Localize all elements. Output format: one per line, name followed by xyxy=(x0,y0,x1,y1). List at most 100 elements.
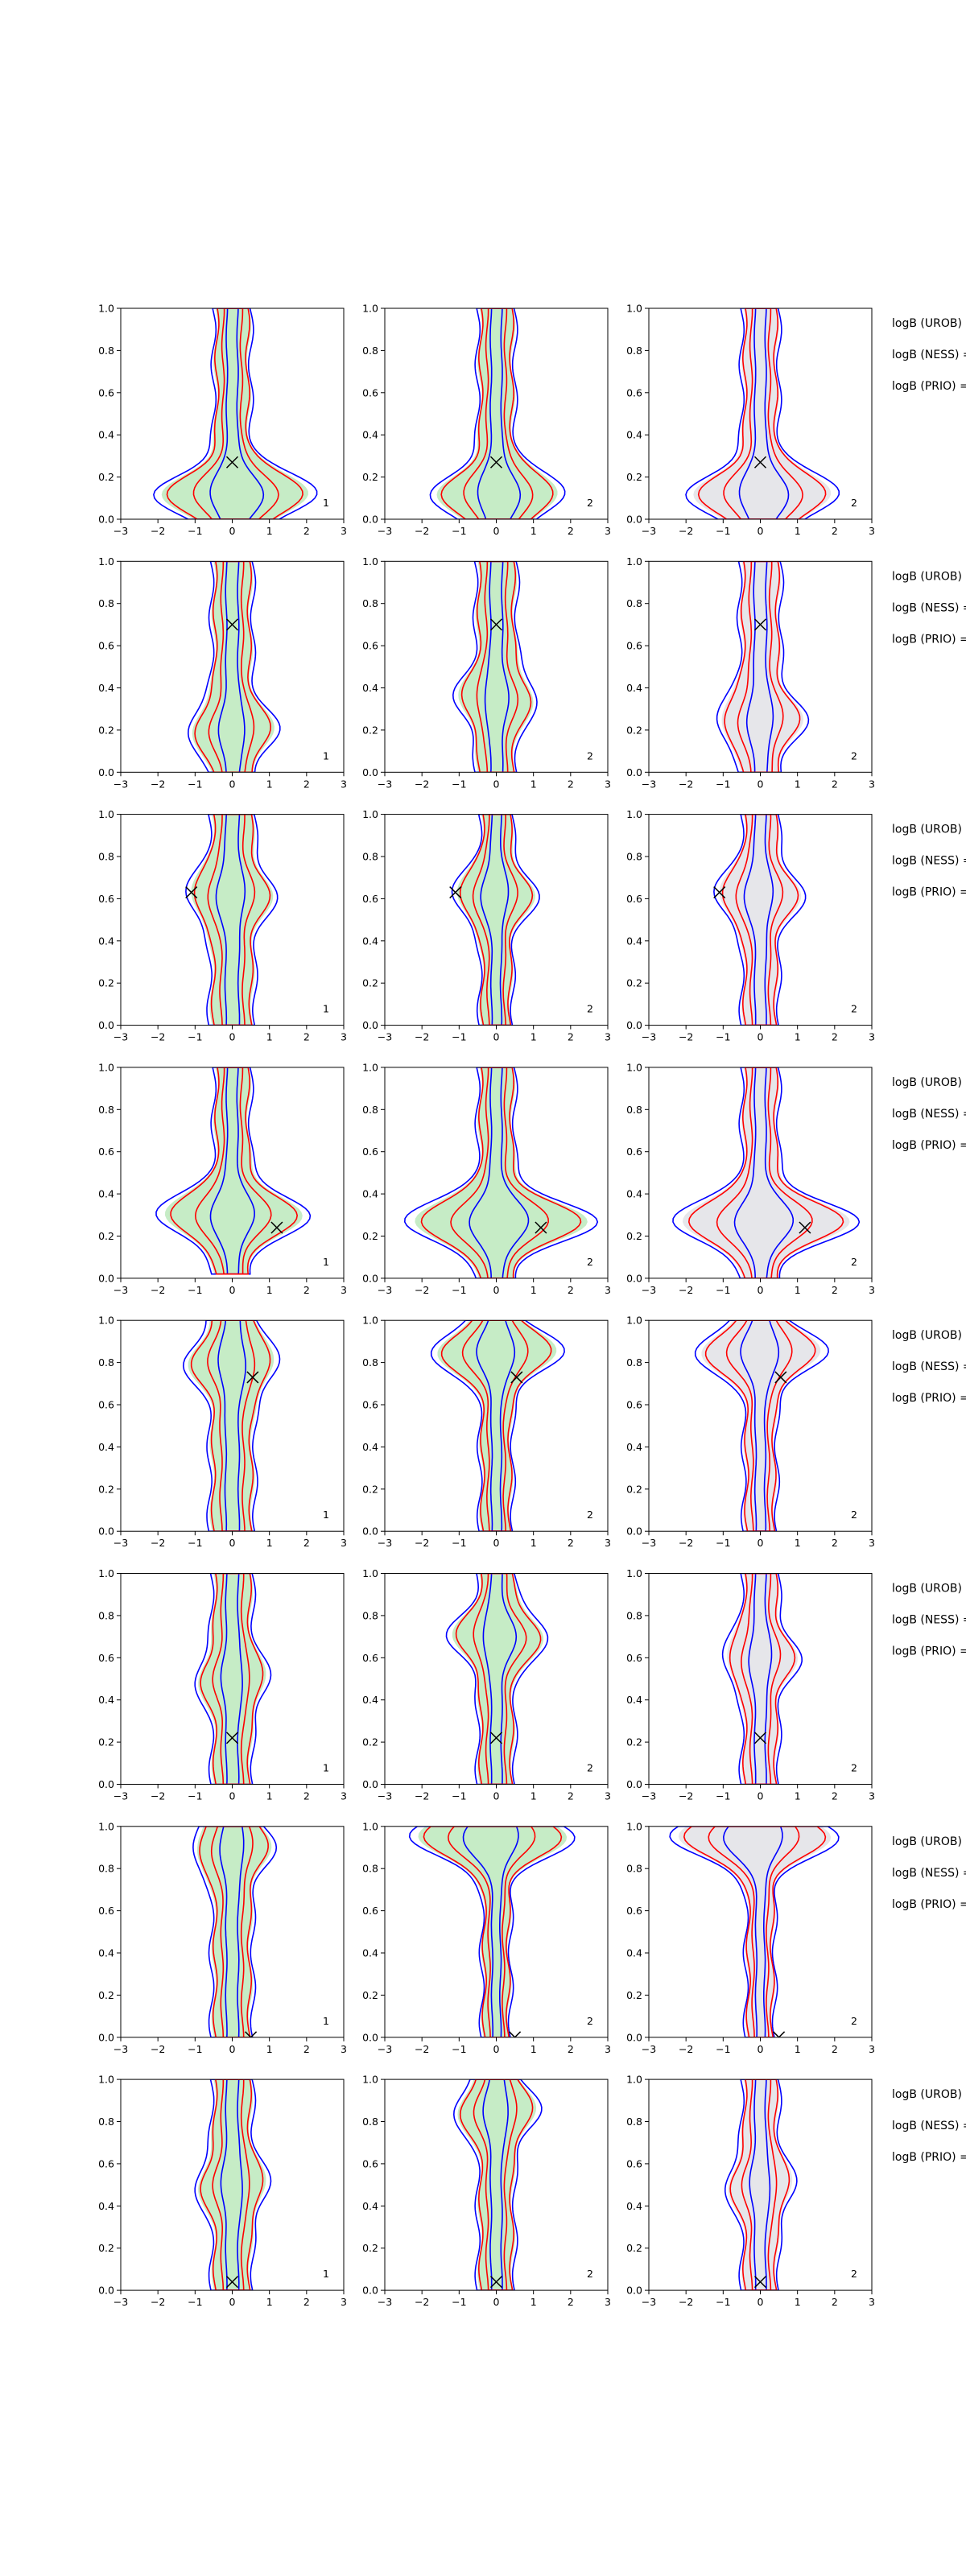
red-contour-inner xyxy=(708,1826,800,2037)
x-tick-label: −2 xyxy=(151,778,165,790)
red-contour-outer xyxy=(166,308,303,519)
plot-area xyxy=(430,1320,565,1532)
y-tick-label: 0.2 xyxy=(362,1989,378,2001)
y-tick-label: 0.4 xyxy=(626,2200,642,2212)
x-tick-label: 0 xyxy=(758,1537,764,1549)
red-contour-outer xyxy=(697,308,827,519)
logB-label: logB (PRIO) = xyxy=(892,1645,966,1658)
y-tick-label: 0.8 xyxy=(362,2116,378,2128)
plot-area xyxy=(672,1067,861,1278)
y-tick-label: 0.4 xyxy=(98,1441,114,1453)
red-contour-inner xyxy=(450,1067,550,1278)
panel-r6-c2: −3 −2 −1 0 1 2 3 0.0 0.2 0.4 0.6 0.8 1.0 2 xyxy=(362,1567,611,1802)
x-tick-label: 3 xyxy=(605,2296,611,2308)
x-tick-label: 0 xyxy=(758,778,764,790)
x-tick-label: −2 xyxy=(679,778,693,790)
y-tick-label: 0.2 xyxy=(362,471,378,483)
plot-area xyxy=(694,1320,829,1532)
x-tick-label: 3 xyxy=(341,778,347,790)
blue-contour-inner xyxy=(219,1826,245,2037)
x-tick-label: 1 xyxy=(266,778,273,790)
x-tick-label: 0 xyxy=(229,778,236,790)
x-tick-label: 0 xyxy=(493,525,500,537)
blue-contour-inner xyxy=(748,1573,773,1785)
x-tick-label: −2 xyxy=(415,1537,429,1549)
y-tick-label: 0.6 xyxy=(362,386,378,398)
y-tick-label: 0.8 xyxy=(626,345,642,357)
y-tick-label: 0.2 xyxy=(626,977,642,989)
x-tick-label: 0 xyxy=(758,1031,764,1043)
truth-marker xyxy=(185,886,198,899)
x-tick-label: 2 xyxy=(568,1790,574,1802)
panel-index-label: 1 xyxy=(323,2268,329,2280)
x-tick-label: 1 xyxy=(266,1537,273,1549)
x-tick-label: 2 xyxy=(568,1537,574,1549)
panel-r8-c1: −3 −2 −1 0 1 2 3 0.0 0.2 0.4 0.6 0.8 1.0 1 xyxy=(98,2074,347,2309)
panel-index-label: 2 xyxy=(851,1256,857,1268)
y-tick-label: 0.8 xyxy=(362,1609,378,1621)
logB-label: logB (PRIO) = xyxy=(892,1139,966,1152)
y-tick-label: 0.0 xyxy=(98,1019,114,1031)
density-fill xyxy=(693,308,832,519)
density-fill xyxy=(728,2079,793,2291)
panel-index-label: 1 xyxy=(323,1003,329,1015)
x-tick-label: 0 xyxy=(758,2296,764,2308)
x-tick-label: 3 xyxy=(341,525,347,537)
panel-index-label: 2 xyxy=(587,1256,593,1268)
blue-contour-outer xyxy=(192,1826,278,2037)
panel-index-label: 2 xyxy=(851,749,857,762)
y-tick-label: 0.6 xyxy=(626,386,642,398)
blue-contour-outer xyxy=(721,1573,803,1785)
panel-index-label: 2 xyxy=(587,2268,593,2280)
y-tick-label: 0.2 xyxy=(98,977,114,989)
density-fill xyxy=(458,561,534,773)
y-tick-label: 0.6 xyxy=(362,1652,378,1664)
x-tick-label: 1 xyxy=(266,2043,273,2055)
y-tick-label: 0.4 xyxy=(362,935,378,947)
x-tick-label: −2 xyxy=(151,2296,165,2308)
red-contour-inner xyxy=(741,2079,778,2291)
plot-area xyxy=(724,2079,798,2291)
y-tick-label: 0.6 xyxy=(626,1652,642,1664)
blue-contour-inner xyxy=(722,1826,783,2037)
x-tick-label: −2 xyxy=(679,1537,693,1549)
red-contour-inner xyxy=(723,308,803,519)
logB-label: logB (NESS) = xyxy=(892,1614,966,1627)
blue-contour-outer xyxy=(724,2079,798,2291)
x-tick-label: 1 xyxy=(266,2296,273,2308)
blue-contour-outer xyxy=(452,2079,543,2291)
density-fill xyxy=(719,814,802,1026)
y-tick-label: 0.4 xyxy=(362,1188,378,1200)
x-tick-label: 3 xyxy=(341,2043,347,2055)
y-tick-label: 0.2 xyxy=(626,2242,642,2254)
density-fill xyxy=(457,2079,537,2291)
blue-contour-inner xyxy=(477,308,522,519)
x-tick-label: 1 xyxy=(530,778,537,790)
x-tick-label: 2 xyxy=(832,2043,838,2055)
y-tick-label: 0.4 xyxy=(98,1947,114,1959)
x-tick-label: −2 xyxy=(151,1031,165,1043)
x-tick-label: 1 xyxy=(795,1284,801,1296)
plot-area xyxy=(153,308,318,519)
x-tick-label: −3 xyxy=(114,1031,128,1043)
y-tick-label: 0.8 xyxy=(98,1356,114,1368)
x-tick-label: 3 xyxy=(869,525,875,537)
y-tick-label: 0.8 xyxy=(98,1609,114,1621)
y-tick-label: 1.0 xyxy=(626,808,642,820)
y-tick-label: 1.0 xyxy=(362,303,378,315)
red-contour-outer xyxy=(440,308,554,519)
y-tick-label: 0.0 xyxy=(626,1778,642,1790)
panel-r1-c2: −3 −2 −1 0 1 2 3 0.0 0.2 0.4 0.6 0.8 1.0 2 xyxy=(362,303,611,538)
red-contour-outer xyxy=(199,1826,269,2037)
x-tick-label: 2 xyxy=(832,1284,838,1296)
x-tick-label: −2 xyxy=(679,1031,693,1043)
blue-contour-inner xyxy=(469,1067,530,1278)
blue-contour-outer xyxy=(672,1067,861,1278)
x-tick-label: 3 xyxy=(341,1284,347,1296)
x-tick-label: −1 xyxy=(452,1537,466,1549)
density-fill xyxy=(196,1826,272,2037)
x-tick-label: 1 xyxy=(795,525,801,537)
red-contour-inner xyxy=(473,1573,527,1785)
x-tick-label: −2 xyxy=(679,1284,693,1296)
y-tick-label: 0.4 xyxy=(98,1188,114,1200)
